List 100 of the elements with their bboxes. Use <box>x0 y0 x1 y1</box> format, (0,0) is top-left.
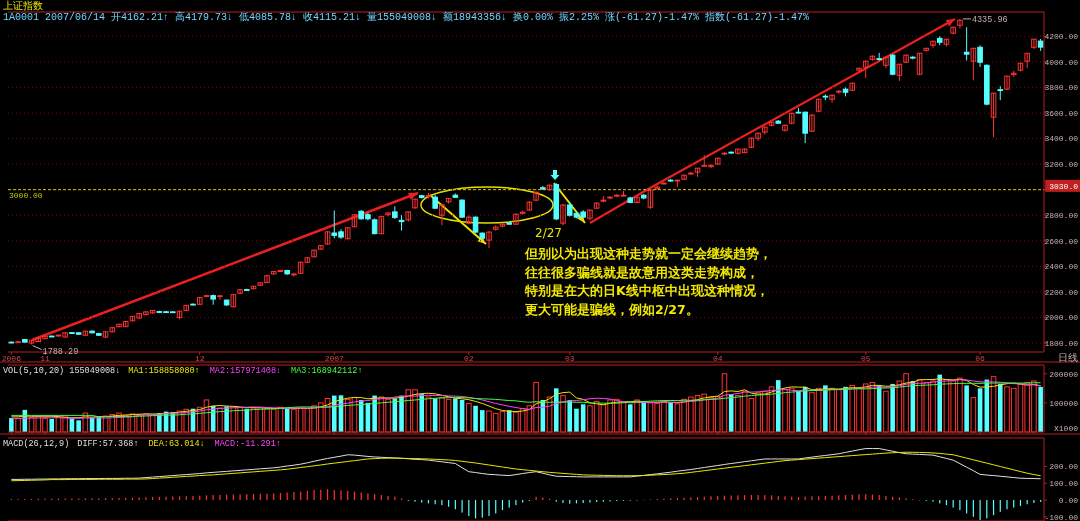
y-tick-label: 3800.00 <box>1044 83 1079 93</box>
y-tick-label: 3600.00 <box>1044 108 1079 118</box>
bar <box>883 390 889 433</box>
y-tick-label: 1800.00 <box>1044 338 1079 348</box>
text: MA3:168942112↑ <box>291 366 363 376</box>
candlestick <box>681 174 687 181</box>
candlestick <box>977 44 983 68</box>
bar <box>970 397 977 433</box>
y-tick-label: 200000 <box>1049 369 1079 379</box>
text: MA2:157971408↓ <box>209 366 282 376</box>
annotation: 1788.29 <box>42 346 79 357</box>
x-tick-label: 05 <box>860 354 871 363</box>
y-axis-title: X1000 <box>1053 424 1079 433</box>
annotation: 特别是在大的日K线中枢中出现这种情况， <box>524 283 769 298</box>
candlestick <box>344 226 351 241</box>
bar <box>82 412 89 433</box>
candlestick <box>883 56 889 69</box>
bar <box>217 407 223 433</box>
annotation: 往往很多骗线就是故意用这类走势构成， <box>524 264 759 280</box>
x-axis-title: 日线 <box>1058 352 1078 363</box>
y-tick-label: 2600.00 <box>1044 236 1079 246</box>
y-tick-label: -100.00 <box>1044 512 1079 521</box>
bar <box>1038 386 1043 432</box>
x-tick-label: 03 <box>564 354 575 363</box>
y-tick-label: 100.00 <box>1049 479 1079 489</box>
candlestick <box>990 92 997 138</box>
x-tick-label: 11 <box>40 354 50 363</box>
annotation: 4335.96 <box>971 14 1008 25</box>
bar <box>627 404 633 432</box>
candlestick <box>237 288 243 295</box>
candlestick <box>513 212 519 226</box>
x-tick-label: 02 <box>464 354 474 363</box>
bar <box>479 410 485 432</box>
candlestick <box>916 52 923 76</box>
candlestick <box>459 198 465 219</box>
bar <box>567 399 573 432</box>
text: DEA:63.014↓ <box>148 439 205 449</box>
candlestick <box>930 40 936 49</box>
x-tick-label: 2006 <box>1 354 22 363</box>
y-tick-label: 3200.00 <box>1044 159 1079 169</box>
bar <box>668 402 673 432</box>
bar <box>372 395 377 432</box>
candlestick <box>829 93 835 104</box>
y-tick-label: 0.00 <box>1058 495 1079 505</box>
chart-title: MACD(26,12,9) <box>3 439 70 449</box>
x-tick-label: 06 <box>975 354 986 363</box>
chart-title: VOL(5,10,20) 155049008↓ <box>3 366 121 376</box>
bar <box>553 388 559 432</box>
candlestick <box>782 123 788 133</box>
bar <box>419 394 425 432</box>
candlestick <box>378 215 385 235</box>
candlestick <box>809 113 815 133</box>
ref-line-label: 3000.00 <box>9 190 43 200</box>
y-tick-label: 200.00 <box>1049 462 1079 472</box>
y-tick-label: 4000.00 <box>1044 57 1079 67</box>
annotation: 但别以为出现这种走势就一定会继续趋势， <box>524 246 772 261</box>
bar <box>49 418 55 432</box>
candlestick <box>963 26 970 62</box>
x-tick-label: 2007 <box>324 354 345 363</box>
candlestick <box>439 203 445 226</box>
bar <box>823 385 828 432</box>
bar <box>473 405 478 432</box>
bar <box>964 385 969 432</box>
candlestick <box>385 211 391 218</box>
bar <box>76 420 81 432</box>
x-tick-label: 12 <box>194 354 205 363</box>
bar <box>560 395 566 433</box>
text: MA1:158858080↑ <box>128 366 200 376</box>
bar <box>453 398 458 432</box>
candlestick <box>486 230 492 249</box>
candlestick <box>970 47 977 81</box>
bar <box>546 396 553 433</box>
bar <box>9 418 14 432</box>
annotation: MACD:-11.291↑ <box>214 439 281 449</box>
bar <box>796 391 801 432</box>
y-tick-label: 4200.00 <box>1044 32 1079 42</box>
bar <box>775 380 781 432</box>
candlestick <box>957 18 963 30</box>
bar <box>641 401 647 432</box>
annotation: 更大可能是骗线，例如2/27。 <box>525 301 699 317</box>
candlestick <box>560 203 566 226</box>
bar <box>890 383 895 432</box>
y-tick-label: 2200.00 <box>1044 287 1079 297</box>
bar <box>937 374 943 432</box>
candlestick <box>587 208 593 221</box>
x-tick-label: 04 <box>712 354 723 363</box>
bar <box>466 402 472 433</box>
bar <box>990 376 997 433</box>
y-tick-label: 100000 <box>1049 398 1079 408</box>
chart-subtitle: 1A0001 2007/06/14 开4162.21↑ 高4179.73↓ 低4085.78↓ 收4115.21↓ 量155049008↓ 额18943356↓ 换0.00% 振2.25% 涨(-61.27)-1.47% 指数(-61.27)-1.47% <box>3 11 810 23</box>
candlestick <box>190 302 196 306</box>
candlestick <box>1031 38 1037 50</box>
candlestick <box>1004 75 1010 91</box>
bar <box>997 383 1003 432</box>
bar <box>574 408 579 432</box>
candlestick <box>217 294 223 301</box>
chart-title: 上证指数 <box>3 0 43 11</box>
text: DIFF:57.368↑ <box>77 439 139 449</box>
y-tick-label: 2800.00 <box>1044 211 1079 221</box>
candlestick <box>634 196 640 204</box>
